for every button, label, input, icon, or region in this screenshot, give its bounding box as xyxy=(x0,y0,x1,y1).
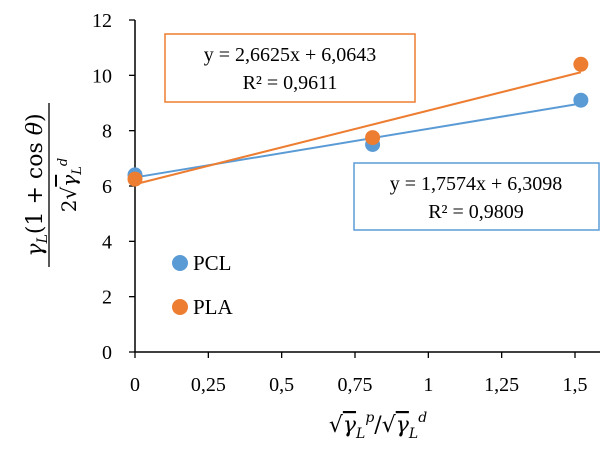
pcl-equation-text: y = 1,7574x + 6,3098 xyxy=(390,173,563,195)
legend-pla-label: PLA xyxy=(193,295,234,319)
x-tick-marks xyxy=(134,352,576,358)
y-tick-label: 4 xyxy=(102,231,112,253)
pla-data-point xyxy=(127,171,143,187)
x-tick-label: 0,75 xyxy=(338,374,373,396)
y-tick-marks xyxy=(129,19,135,353)
x-tick-label: 1,5 xyxy=(563,374,588,396)
y-tick-label: 0 xyxy=(102,342,112,364)
x-tick-label: 1 xyxy=(423,374,433,396)
pcl-equation-border xyxy=(353,162,600,231)
x-tick-labels: 0 0,25 0,5 0,75 1 1,25 1,5 xyxy=(130,374,588,396)
pla-equation-border xyxy=(164,33,416,103)
pla-r2-text: R² = 0,9611 xyxy=(243,72,338,94)
x-tick-label: 0,5 xyxy=(269,374,294,396)
legend: PCL PLA xyxy=(172,251,234,319)
pla-equation-box: y = 2,6625x + 6,0643 R² = 0,9611 xyxy=(164,33,416,103)
pcl-equation-box: y = 1,7574x + 6,3098 R² = 0,9809 xyxy=(353,162,600,231)
pla-trendline xyxy=(134,71,582,186)
y-axis-label-denominator: 2√γLd xyxy=(56,158,85,212)
legend-pla-marker xyxy=(172,299,188,315)
y-tick-label: 10 xyxy=(92,65,112,87)
pcl-data-point xyxy=(573,92,589,108)
legend-pcl-marker xyxy=(172,255,188,271)
y-axis-label: γL(1 + cos θ) 2√γLd xyxy=(23,103,85,267)
y-tick-label: 12 xyxy=(92,10,112,32)
y-axis-label-numerator: γL(1 + cos θ) xyxy=(23,113,51,256)
legend-pcl-label: PCL xyxy=(193,251,232,275)
data-points xyxy=(127,56,589,187)
pla-data-point xyxy=(365,130,381,146)
pla-data-point xyxy=(573,56,589,72)
y-tick-label: 8 xyxy=(102,121,112,143)
x-axis-label: √γLp/√γLd xyxy=(329,410,427,442)
x-tick-label: 1,25 xyxy=(484,374,519,396)
x-tick-label: 0 xyxy=(130,374,140,396)
y-tick-labels: 0 2 4 6 8 10 12 xyxy=(92,10,112,364)
x-tick-label: 0,25 xyxy=(191,374,226,396)
y-tick-label: 6 xyxy=(102,176,112,198)
y-tick-label: 2 xyxy=(102,287,112,309)
pla-equation-text: y = 2,6625x + 6,0643 xyxy=(204,44,377,66)
trendlines xyxy=(134,71,582,186)
pcl-r2-text: R² = 0,9809 xyxy=(428,201,524,223)
